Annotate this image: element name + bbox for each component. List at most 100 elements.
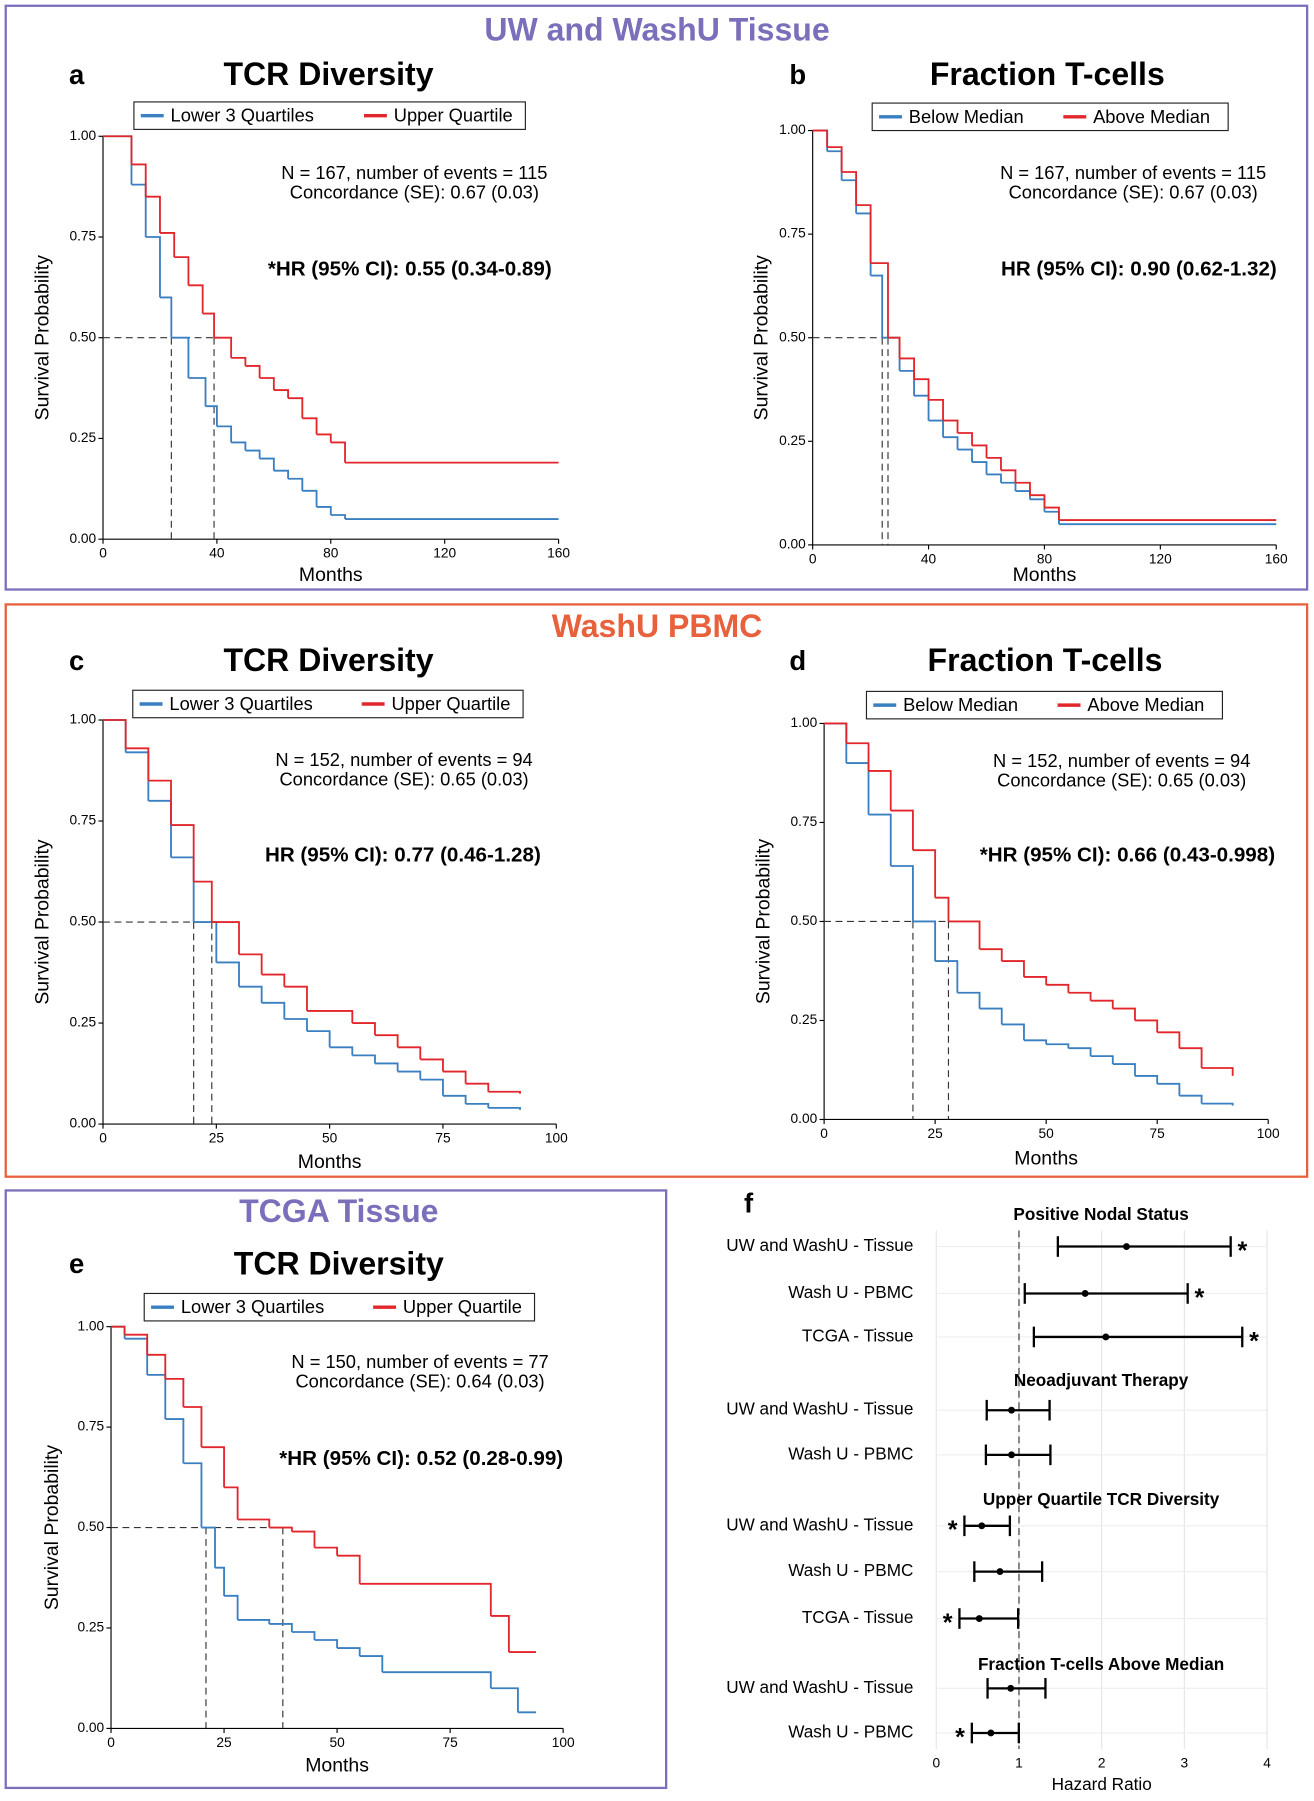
survival-step	[183, 1462, 203, 1528]
y-tick-label: 0.25	[791, 1012, 818, 1027]
survival-step	[979, 1007, 1003, 1025]
survival-step	[316, 433, 332, 443]
survival-step	[841, 179, 858, 214]
survival-step	[284, 985, 308, 1011]
y-tick-label: 1.00	[69, 128, 96, 143]
survival-step	[374, 1034, 399, 1048]
survival-step	[1112, 1007, 1136, 1021]
survival-step	[171, 824, 195, 882]
hazard-ratio: *HR (95% CI): 0.66 (0.43-0.998)	[980, 844, 1275, 867]
survival-step	[245, 449, 261, 459]
hr-point	[996, 1568, 1004, 1576]
legend-box	[871, 102, 1229, 132]
y-axis-label: Survival Probability	[750, 255, 772, 421]
survival-step	[306, 1030, 331, 1048]
hr-point	[1008, 1406, 1015, 1414]
survival-step	[912, 920, 937, 962]
survival-step	[131, 163, 147, 197]
y-tick-label: 0.50	[779, 329, 806, 344]
x-tick-label: 50	[322, 1131, 338, 1146]
x-tick-label: 3	[1181, 1756, 1189, 1771]
hr-point	[1081, 1290, 1089, 1297]
significance: *	[948, 1516, 958, 1544]
survival-step	[887, 336, 901, 359]
x-tick-label: 100	[545, 1131, 568, 1146]
survival-step	[1023, 1039, 1048, 1045]
survival-step	[972, 461, 988, 475]
survival-step	[337, 1647, 361, 1657]
survival-step	[330, 514, 346, 520]
x-axis-label: Hazard Ratio	[1052, 1774, 1152, 1794]
hr-point	[1102, 1333, 1110, 1341]
survival-step	[1090, 999, 1114, 1009]
x-tick-label: 0	[99, 546, 107, 561]
survival-step	[943, 419, 959, 434]
survival-step	[957, 432, 973, 446]
survival-step	[159, 296, 173, 338]
survival-step	[1046, 1043, 1070, 1049]
survival-step	[957, 991, 981, 1009]
survival-step	[231, 441, 247, 451]
x-tick-label: 75	[442, 1735, 458, 1750]
row-label: Wash U - PBMC	[788, 1282, 913, 1302]
survival-step	[442, 1070, 467, 1084]
annotation: N = 167, number of events = 115	[1000, 162, 1266, 183]
y-axis-label: Survival Probability	[41, 1445, 63, 1611]
survival-step	[125, 747, 150, 781]
survival-step	[827, 146, 843, 172]
survival-step	[1157, 1082, 1181, 1096]
survival-step	[188, 377, 207, 407]
survival-step	[986, 473, 1002, 483]
section-box	[4, 603, 1309, 1178]
section-title: WashU PBMC	[552, 608, 763, 644]
survival-step	[972, 444, 988, 458]
survival-step	[201, 1526, 216, 1568]
survival-step	[1157, 1031, 1181, 1049]
row-label: Wash U - PBMC	[788, 1443, 913, 1463]
survival-step	[103, 135, 133, 185]
section-box	[4, 4, 1309, 591]
panel-letter: d	[789, 645, 806, 676]
chart-title: Fraction T-cells	[928, 642, 1163, 678]
survival-step	[465, 1102, 490, 1108]
survival-step	[316, 506, 332, 515]
annotation: Concordance (SE): 0.67 (0.03)	[290, 181, 539, 202]
survival-step	[306, 1010, 354, 1024]
row-label: TCGA - Tissue	[802, 1607, 914, 1627]
y-tick-label: 0.25	[69, 430, 96, 445]
survival-step	[1179, 1047, 1203, 1068]
survival-step	[259, 377, 275, 391]
survival-step	[148, 799, 172, 858]
x-tick-label: 25	[209, 1131, 225, 1146]
survival-step	[103, 719, 127, 753]
group-title: Positive Nodal Status	[1013, 1204, 1188, 1224]
y-tick-label: 0.75	[779, 226, 806, 241]
survival-step	[329, 1046, 354, 1056]
survival-step	[890, 809, 914, 851]
y-tick-label: 1.00	[77, 1318, 104, 1333]
panel-letter: b	[789, 59, 806, 90]
y-tick-label: 0.75	[69, 813, 96, 828]
survival-step	[359, 1582, 492, 1616]
row-label: UW and WashU - Tissue	[726, 1514, 913, 1534]
row-label: Wash U - PBMC	[788, 1560, 913, 1580]
x-axis-label: Months	[1014, 1148, 1078, 1170]
y-axis-label: Survival Probability	[753, 839, 775, 1005]
survival-step	[420, 1058, 444, 1072]
survival-step	[193, 880, 213, 923]
survival-step	[205, 405, 218, 427]
x-axis-label: Months	[305, 1754, 369, 1776]
survival-step	[1046, 983, 1070, 993]
legend-box	[865, 690, 1224, 720]
survival-step	[165, 1418, 185, 1464]
hr-point	[1123, 1243, 1130, 1250]
survival-step	[201, 1446, 225, 1488]
survival-step	[490, 1687, 519, 1713]
x-tick-label: 25	[216, 1735, 232, 1750]
annotation: Concordance (SE): 0.64 (0.03)	[295, 1371, 544, 1392]
survival-step	[291, 1530, 316, 1548]
annotation: Concordance (SE): 0.65 (0.03)	[279, 769, 528, 790]
survival-step	[216, 961, 240, 987]
survival-step	[1134, 1019, 1159, 1033]
annotation: Concordance (SE): 0.65 (0.03)	[997, 770, 1246, 791]
